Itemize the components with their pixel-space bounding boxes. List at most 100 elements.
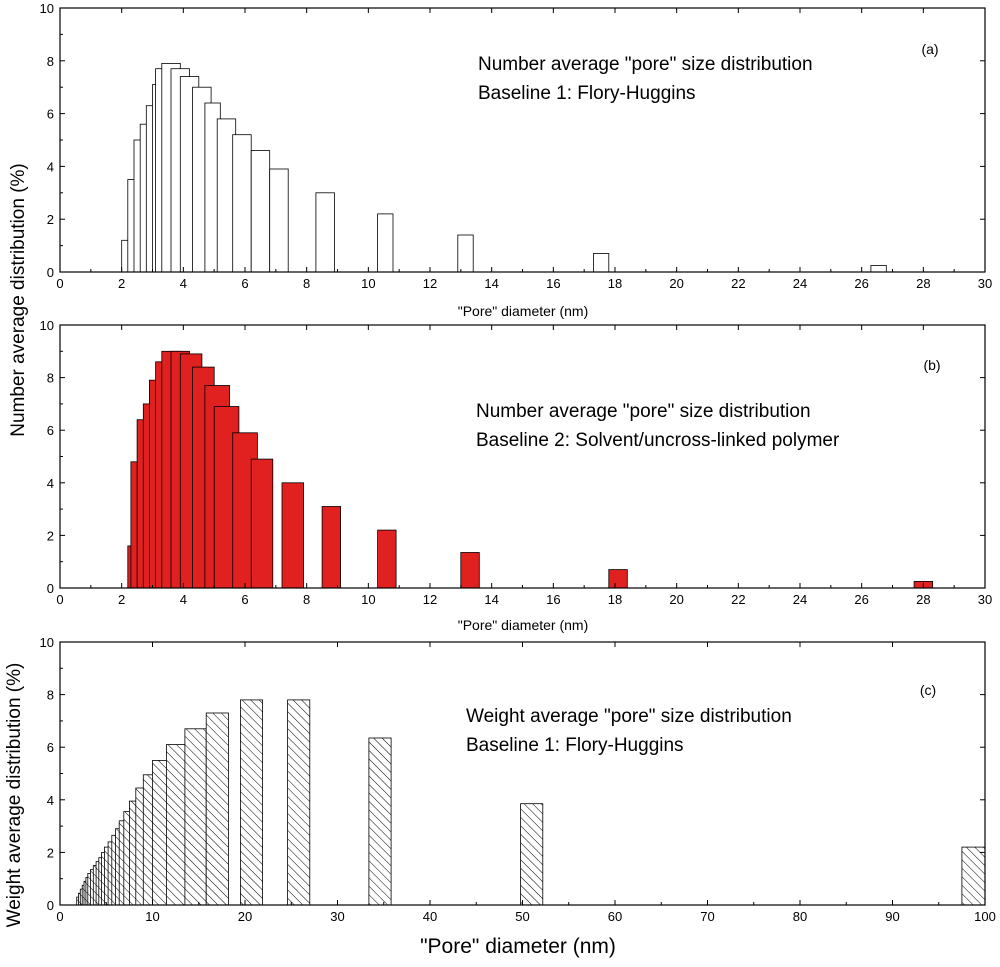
bar-c-24 xyxy=(205,712,229,906)
xtick-label-a-0: 0 xyxy=(56,276,63,291)
bar-b-16 xyxy=(377,529,397,589)
bar-a-17 xyxy=(377,213,394,273)
xtick-label-a-9: 18 xyxy=(608,276,622,291)
bar-a-16 xyxy=(315,192,335,273)
xtick-label-b-14: 28 xyxy=(916,592,930,607)
xtick-label-b-5: 10 xyxy=(361,592,375,607)
xtick-label-b-10: 20 xyxy=(669,592,683,607)
ylabel-c: Weight average distribution (%) xyxy=(4,663,25,928)
bar-a-20 xyxy=(870,264,887,273)
xtick-label-a-5: 10 xyxy=(361,276,375,291)
xtick-label-c-5: 50 xyxy=(515,909,529,924)
axes-c: 0 10 20 30 40 50 60 70 80 90 100 0 2 4 6 8 10 xyxy=(40,635,996,924)
xtick-label-a-14: 28 xyxy=(916,276,930,291)
xtick-label-b-9: 18 xyxy=(608,592,622,607)
xtick-label-b-12: 24 xyxy=(793,592,807,607)
ytick-label-c-3: 6 xyxy=(47,740,54,755)
xtick-label-b-4: 8 xyxy=(303,592,310,607)
xtick-label-b-11: 22 xyxy=(731,592,745,607)
bars-c xyxy=(76,699,986,906)
xtick-label-b-7: 14 xyxy=(484,592,498,607)
xtick-label-b-8: 16 xyxy=(546,592,560,607)
ytick-label-a-0: 0 xyxy=(47,265,54,280)
xtick-label-c-1: 10 xyxy=(145,909,159,924)
ytick-label-c-0: 0 xyxy=(47,898,54,913)
ytick-label-a-3: 6 xyxy=(47,107,54,122)
bar-c-29 xyxy=(961,846,986,906)
bar-a-19 xyxy=(593,253,610,273)
ytick-label-c-4: 8 xyxy=(47,688,54,703)
xtick-label-c-4: 40 xyxy=(423,909,437,924)
bar-c-22 xyxy=(165,744,188,906)
ytick-label-a-2: 4 xyxy=(47,159,54,174)
bar-b-15 xyxy=(321,506,342,589)
ytick-label-a-1: 2 xyxy=(47,212,54,227)
xtick-label-b-1: 2 xyxy=(118,592,125,607)
annotation-a-line1: Number average "pore" size distribution xyxy=(478,54,813,75)
ytick-label-c-5: 10 xyxy=(40,635,54,650)
xtick-label-a-10: 20 xyxy=(669,276,683,291)
ytick-label-b-5: 10 xyxy=(40,318,54,333)
ytick-label-b-1: 2 xyxy=(47,528,54,543)
xtick-label-c-7: 70 xyxy=(700,909,714,924)
xtick-label-b-6: 12 xyxy=(423,592,437,607)
bar-a-14 xyxy=(250,150,271,273)
xtick-label-c-10: 100 xyxy=(974,909,996,924)
annotation-b-line2: Baseline 2: Solvent/uncross-linked polym… xyxy=(476,430,840,451)
bar-b-18 xyxy=(608,569,628,589)
xtick-label-a-11: 22 xyxy=(731,276,745,291)
ylabel-number-average: Number average distribution (%) xyxy=(8,163,29,437)
ytick-label-c-2: 4 xyxy=(47,793,54,808)
bar-a-15 xyxy=(269,168,289,273)
ytick-label-c-1: 2 xyxy=(47,845,54,860)
xtick-label-c-9: 90 xyxy=(885,909,899,924)
bar-c-25 xyxy=(239,699,263,906)
xtick-label-b-13: 26 xyxy=(854,592,868,607)
xtick-label-a-2: 4 xyxy=(180,276,187,291)
xtick-label-a-3: 6 xyxy=(241,276,248,291)
xtick-label-c-6: 60 xyxy=(608,909,622,924)
bar-c-26 xyxy=(287,699,311,906)
xtick-label-a-1: 2 xyxy=(118,276,125,291)
ytick-label-b-4: 8 xyxy=(47,371,54,386)
ytick-label-b-3: 6 xyxy=(47,423,54,438)
xtick-label-b-2: 4 xyxy=(180,592,187,607)
xtick-label-b-15: 30 xyxy=(978,592,992,607)
xtick-label-a-6: 12 xyxy=(423,276,437,291)
panel-c: 0 10 20 30 40 50 60 70 80 90 100 0 2 4 6 8 10 (c) Weight… xyxy=(4,635,996,958)
bar-a-13 xyxy=(232,134,252,273)
xtick-label-a-15: 30 xyxy=(978,276,992,291)
xtick-label-a-7: 14 xyxy=(484,276,498,291)
panel-label-c: (c) xyxy=(920,682,936,698)
ytick-label-a-4: 8 xyxy=(47,54,54,69)
bar-c-28 xyxy=(520,803,544,906)
annotation-b-line1: Number average "pore" size distribution xyxy=(476,401,811,422)
annotation-c-line2: Baseline 1: Flory-Huggins xyxy=(466,735,684,756)
xtick-label-a-12: 24 xyxy=(793,276,807,291)
bars-b xyxy=(127,350,933,589)
bar-b-13 xyxy=(250,458,274,589)
bar-b-17 xyxy=(460,552,480,589)
xtick-label-c-8: 80 xyxy=(793,909,807,924)
panel-label-b: (b) xyxy=(923,357,940,373)
bar-c-27 xyxy=(368,737,392,906)
xtick-label-a-13: 26 xyxy=(854,276,868,291)
ytick-label-b-0: 0 xyxy=(47,581,54,596)
panel-label-a: (a) xyxy=(921,41,938,57)
xtick-label-b-0: 0 xyxy=(56,592,63,607)
bar-b-14 xyxy=(281,482,305,589)
bar-c-23 xyxy=(184,728,207,906)
xtick-label-a-8: 16 xyxy=(546,276,560,291)
xtick-label-a-4: 8 xyxy=(303,276,310,291)
bar-a-18 xyxy=(457,234,474,273)
xtick-label-c-0: 0 xyxy=(56,909,63,924)
xtick-label-c-2: 20 xyxy=(238,909,252,924)
xlabel-a: "Pore" diameter (nm) xyxy=(458,303,589,319)
xlabel-b: "Pore" diameter (nm) xyxy=(458,617,589,633)
bars-a xyxy=(121,63,887,273)
